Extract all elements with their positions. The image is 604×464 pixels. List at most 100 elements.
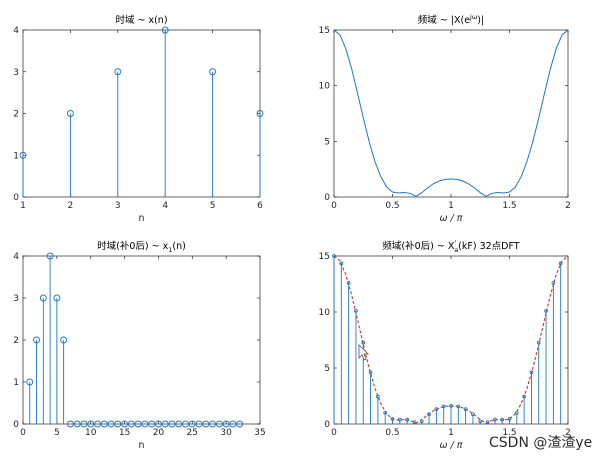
- stem-marker: [551, 281, 556, 285]
- stem-marker: [39, 294, 47, 302]
- y-tick-label: 1: [13, 378, 19, 388]
- chart-title: 时域(补0后) ~ x1(n): [97, 240, 186, 254]
- x-axis-label: ω / π: [440, 440, 463, 451]
- stem-marker: [107, 420, 115, 428]
- x-tick-label: 1: [20, 201, 26, 211]
- x-axis-label: ω / π: [440, 213, 463, 224]
- y-tick-label: 3: [13, 294, 19, 304]
- stem-marker: [127, 420, 135, 428]
- title-part: ': [454, 239, 456, 247]
- title-part: (kF) 32点DFT: [458, 241, 520, 252]
- stem-marker: [154, 420, 162, 428]
- y-tick-label: 15: [319, 252, 330, 262]
- y-tick-label: 4: [13, 252, 19, 262]
- x-tick-label: 6: [257, 201, 263, 211]
- stem-marker: [478, 419, 483, 424]
- stem-marker: [33, 336, 40, 344]
- x-tick-label: 5: [210, 201, 216, 211]
- stem-marker: [60, 336, 68, 344]
- x-tick-label: 1: [448, 428, 454, 438]
- x-tick-label: 20: [153, 428, 165, 438]
- stem-marker: [161, 26, 169, 34]
- axes-box: [22, 255, 261, 425]
- x-tick-label: 1.5: [502, 201, 516, 211]
- y-tick-label: 4: [13, 26, 19, 36]
- x-tick-label: 0.5: [385, 201, 399, 211]
- title-part: (n): [172, 241, 185, 252]
- x-tick-label: 10: [85, 428, 97, 438]
- title-part: 频域(补0后) ~ X: [382, 240, 454, 252]
- x-tick-label: 0.5: [385, 428, 399, 438]
- stem-marker: [449, 404, 453, 408]
- stem-marker: [544, 309, 548, 313]
- stem-marker: [141, 420, 149, 428]
- stem-marker: [456, 404, 461, 409]
- y-tick-label: 15: [319, 26, 330, 36]
- stem-marker: [229, 420, 237, 428]
- y-tick-label: 0: [13, 420, 19, 430]
- chart-title: 时域 ~ x(n): [115, 14, 167, 26]
- stem-marker: [66, 420, 74, 428]
- stem-marker: [182, 420, 189, 428]
- y-tick-label: 0: [324, 420, 330, 430]
- title-part: )|: [477, 15, 484, 26]
- y-tick-label: 5: [324, 137, 330, 147]
- stem-marker: [558, 261, 563, 266]
- stem-marker: [514, 410, 519, 415]
- x-axis-label: n: [138, 440, 144, 451]
- stem-marker: [161, 420, 169, 428]
- x-tick-label: 1.5: [502, 428, 516, 438]
- axes-box: [333, 29, 569, 198]
- y-tick-label: 0: [13, 193, 19, 203]
- series-line: [333, 29, 569, 197]
- x-tick-label: 0: [331, 201, 337, 211]
- stem-marker: [522, 394, 526, 399]
- stem-marker: [427, 412, 431, 417]
- x-tick-label: 25: [187, 428, 198, 438]
- cursor-icon: [358, 344, 369, 361]
- stem-marker: [354, 309, 358, 313]
- axes-box: [22, 29, 261, 198]
- chart-p2: 0 0.5 1 1.5 2 0 5 10 15 频域 ~ |X(ejω)| ω / π: [319, 13, 571, 224]
- title-part: jω: [469, 13, 477, 21]
- watermark-text: CSDN @渣渣ye: [489, 435, 592, 451]
- title-part: a: [454, 246, 458, 254]
- stem-marker: [73, 420, 81, 428]
- stem-marker: [148, 420, 156, 428]
- stem-marker: [114, 420, 122, 428]
- stem-marker: [507, 417, 512, 421]
- y-tick-label: 5: [324, 364, 330, 374]
- stem-marker: [441, 404, 446, 409]
- stem-marker: [215, 420, 223, 428]
- x-tick-label: 2: [565, 201, 571, 211]
- x-axis-label: n: [138, 213, 144, 224]
- x-tick-label: 30: [220, 428, 232, 438]
- y-tick-label: 3: [13, 68, 19, 78]
- stem-marker: [121, 420, 129, 428]
- stem-marker: [209, 420, 217, 428]
- x-tick-label: 15: [119, 428, 130, 438]
- stem-marker: [202, 420, 210, 428]
- stem-marker: [339, 261, 344, 266]
- stem-marker: [80, 420, 88, 428]
- stem-marker: [376, 394, 380, 399]
- stem-marker: [53, 294, 61, 302]
- axes-box: [333, 255, 569, 425]
- x-tick-label: 2: [68, 201, 74, 211]
- stem-marker: [222, 420, 230, 428]
- stem-marker: [168, 420, 176, 428]
- x-tick-label: 2: [565, 428, 571, 438]
- stem-marker: [114, 68, 122, 76]
- stem-marker: [434, 407, 439, 411]
- y-tick-label: 0: [324, 193, 330, 203]
- stem-marker: [471, 412, 475, 417]
- stem-marker: [419, 419, 424, 424]
- x-tick-label: 4: [162, 201, 168, 211]
- stem-marker: [493, 417, 497, 422]
- stem-marker: [100, 420, 108, 428]
- y-tick-label: 10: [319, 82, 331, 92]
